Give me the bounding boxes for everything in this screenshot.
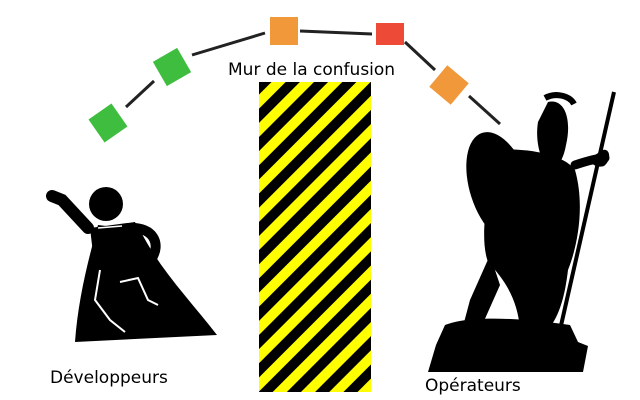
flow-box-1: [88, 103, 128, 143]
connector-3: [299, 29, 373, 36]
superhero-developer-icon: [46, 187, 217, 342]
flow-boxes: [88, 17, 469, 143]
connector-4: [403, 40, 437, 72]
hazard-wall: [259, 82, 371, 392]
flow-box-2: [152, 47, 192, 87]
developers-label: Développeurs: [50, 368, 168, 388]
connector-1: [124, 79, 156, 109]
flow-box-5: [429, 65, 469, 105]
operators-label: Opérateurs: [425, 376, 521, 396]
flow-connectors: [124, 29, 502, 126]
connector-5: [467, 94, 502, 126]
wall-label: Mur de la confusion: [228, 60, 396, 80]
flow-box-3: [270, 17, 298, 45]
spartan-warrior-icon: [428, 91, 616, 372]
flow-box-4: [376, 23, 404, 45]
connector-2: [191, 31, 266, 57]
